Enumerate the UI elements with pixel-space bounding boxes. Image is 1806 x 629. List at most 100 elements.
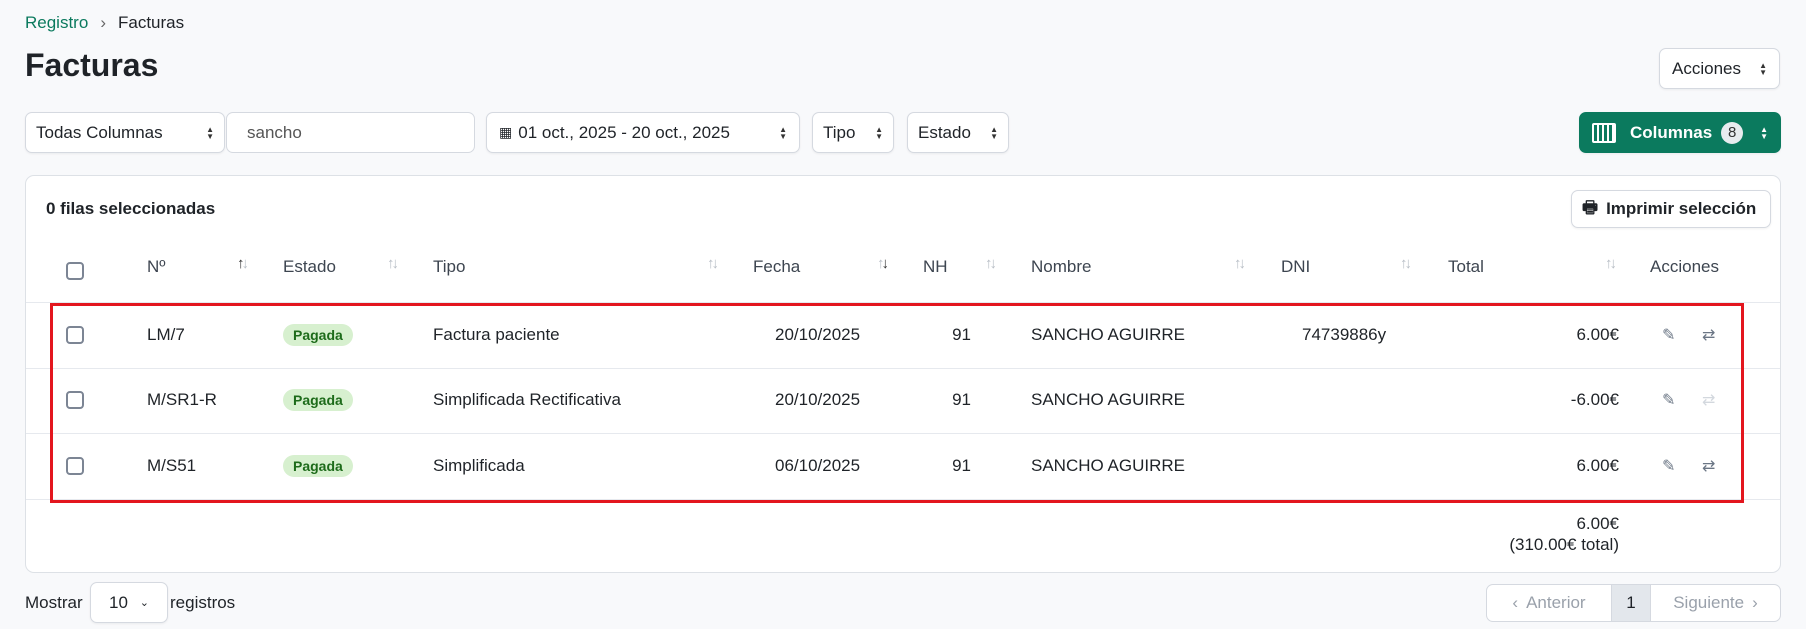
cell-nh: 91 — [952, 390, 971, 409]
cell-nombre: SANCHO AGUIRRE — [1031, 325, 1185, 344]
repeat-icon: ⇄ — [1702, 392, 1716, 409]
edit-pencil-icon[interactable]: ✎ — [1662, 327, 1676, 344]
cell-nombre: SANCHO AGUIRRE — [1031, 390, 1185, 409]
edit-pencil-icon[interactable]: ✎ — [1662, 458, 1676, 475]
cell-total: -6.00€ — [1570, 390, 1619, 409]
column-select[interactable]: Todas Columnas ▲ ▼ — [25, 112, 225, 153]
tipo-label: Tipo — [823, 122, 856, 142]
header-total[interactable]: Total — [1448, 257, 1484, 276]
chevron-updown-icon: ▲ ▼ — [1760, 124, 1768, 141]
pagination: ‹ Anterior 1 Siguiente › — [1486, 584, 1781, 622]
sort-desc-icon[interactable]: ↑↓ — [877, 255, 889, 272]
cell-numero[interactable]: M/S51 — [147, 456, 197, 475]
header-nh[interactable]: NH — [923, 257, 948, 276]
row-checkbox[interactable] — [66, 391, 84, 409]
next-page-button[interactable]: Siguiente › — [1651, 585, 1780, 621]
calendar-icon: ▦ — [499, 124, 513, 140]
breadcrumb-registro-link[interactable]: Registro — [25, 13, 89, 32]
status-badge: Pagada — [283, 455, 353, 477]
repeat-icon[interactable]: ⇄ — [1702, 458, 1716, 475]
cell-nombre: SANCHO AGUIRRE — [1031, 456, 1185, 475]
cell-nh: 91 — [952, 456, 971, 475]
date-range-value: 01 oct., 2025 - 20 oct., 2025 — [518, 122, 730, 142]
page-size-value: 10 — [109, 592, 128, 612]
page-1-button[interactable]: 1 — [1611, 585, 1651, 621]
cell-nh: 91 — [952, 325, 971, 344]
sort-icon[interactable]: ↑↓ — [1234, 255, 1246, 272]
cell-fecha: 20/10/2025 — [775, 390, 861, 409]
chevron-down-icon: ⌄ — [139, 597, 149, 609]
acciones-label: Acciones — [1672, 58, 1741, 78]
select-all-checkbox[interactable] — [66, 262, 84, 280]
cell-numero[interactable]: LM/7 — [147, 325, 185, 344]
estado-label: Estado — [918, 122, 971, 142]
repeat-icon[interactable]: ⇄ — [1702, 327, 1716, 344]
edit-pencil-icon[interactable]: ✎ — [1662, 392, 1676, 409]
header-tipo[interactable]: Tipo — [433, 257, 466, 276]
printer-icon: 🖶 — [1582, 197, 1599, 217]
grand-total: (310.00€ total) — [1509, 535, 1619, 554]
chevron-updown-icon: ▲ ▼ — [206, 124, 214, 141]
chevron-updown-icon: ▲ ▼ — [875, 124, 883, 141]
selected-count: 0 filas seleccionadas — [46, 199, 216, 218]
divider — [26, 433, 1780, 434]
tipo-filter[interactable]: Tipo ▲ ▼ — [812, 112, 894, 153]
highlight-box — [50, 303, 1744, 503]
print-selection-button[interactable]: 🖶 Imprimir selección — [1571, 190, 1771, 228]
header-estado[interactable]: Estado — [283, 257, 336, 276]
estado-filter[interactable]: Estado ▲ ▼ — [907, 112, 1009, 153]
cell-total: 6.00€ — [1576, 325, 1619, 344]
columnas-label: Columnas — [1630, 122, 1713, 142]
columnas-button[interactable]: Columnas 8 ▲ ▼ — [1579, 112, 1781, 153]
row-checkbox[interactable] — [66, 457, 84, 475]
divider — [26, 499, 1780, 500]
status-badge: Pagada — [283, 389, 353, 411]
column-select-value: Todas Columnas — [36, 122, 163, 142]
acciones-button[interactable]: Acciones ▲ ▼ — [1659, 48, 1780, 89]
breadcrumb: Registro › Facturas — [25, 13, 184, 33]
divider — [26, 368, 1780, 369]
row-checkbox[interactable] — [66, 326, 84, 344]
header-fecha[interactable]: Fecha — [753, 257, 801, 276]
sort-icon[interactable]: ↑↓ — [707, 255, 719, 272]
date-range-picker[interactable]: ▦ 01 oct., 2025 - 20 oct., 2025 ▲ ▼ — [486, 112, 800, 153]
chevron-updown-icon: ▲ ▼ — [990, 124, 998, 141]
cell-tipo: Factura paciente — [433, 325, 560, 344]
cell-total: 6.00€ — [1576, 456, 1619, 475]
print-label: Imprimir selección — [1606, 199, 1757, 218]
breadcrumb-current: Facturas — [117, 13, 185, 32]
header-numero[interactable]: Nº — [147, 257, 166, 276]
cell-tipo: Simplificada — [433, 456, 525, 475]
records-label: registros — [170, 593, 236, 612]
chevron-left-icon: ‹ — [1512, 593, 1519, 612]
show-label: Mostrar — [25, 593, 83, 612]
page-title: Facturas — [25, 47, 159, 83]
search-value: sancho — [247, 122, 302, 142]
cell-fecha: 06/10/2025 — [775, 456, 861, 475]
prev-label: Anterior — [1526, 593, 1586, 612]
sort-icon[interactable]: ↑↓ — [1605, 255, 1617, 272]
sum-total: 6.00€ — [1576, 514, 1619, 533]
chevron-updown-icon: ▲ ▼ — [1759, 60, 1767, 77]
cell-numero[interactable]: M/SR1-R — [147, 390, 217, 409]
chevron-right-icon: › — [1752, 593, 1758, 612]
invoices-table-card — [25, 175, 1781, 573]
divider — [26, 302, 1780, 303]
page-size-select[interactable]: 10 ⌄ — [90, 582, 168, 623]
cell-tipo: Simplificada Rectificativa — [433, 390, 622, 409]
columns-icon — [1592, 122, 1616, 143]
search-input[interactable]: sancho — [226, 112, 475, 153]
header-nombre[interactable]: Nombre — [1031, 257, 1092, 276]
sort-icon[interactable]: ↑↓ — [1400, 255, 1412, 272]
header-dni[interactable]: DNI — [1281, 257, 1311, 276]
prev-page-button[interactable]: ‹ Anterior — [1487, 585, 1611, 621]
sort-asc-icon[interactable]: ↑↓ — [237, 255, 249, 272]
sort-icon[interactable]: ↑↓ — [387, 255, 399, 272]
cell-fecha: 20/10/2025 — [775, 325, 861, 344]
columns-count-badge: 8 — [1721, 121, 1744, 144]
chevron-updown-icon: ▲ ▼ — [779, 124, 787, 141]
header-acciones: Acciones — [1650, 257, 1719, 276]
cell-dni: 74739886y — [1302, 325, 1387, 344]
sort-icon[interactable]: ↑↓ — [985, 255, 997, 272]
next-label: Siguiente — [1673, 593, 1745, 612]
